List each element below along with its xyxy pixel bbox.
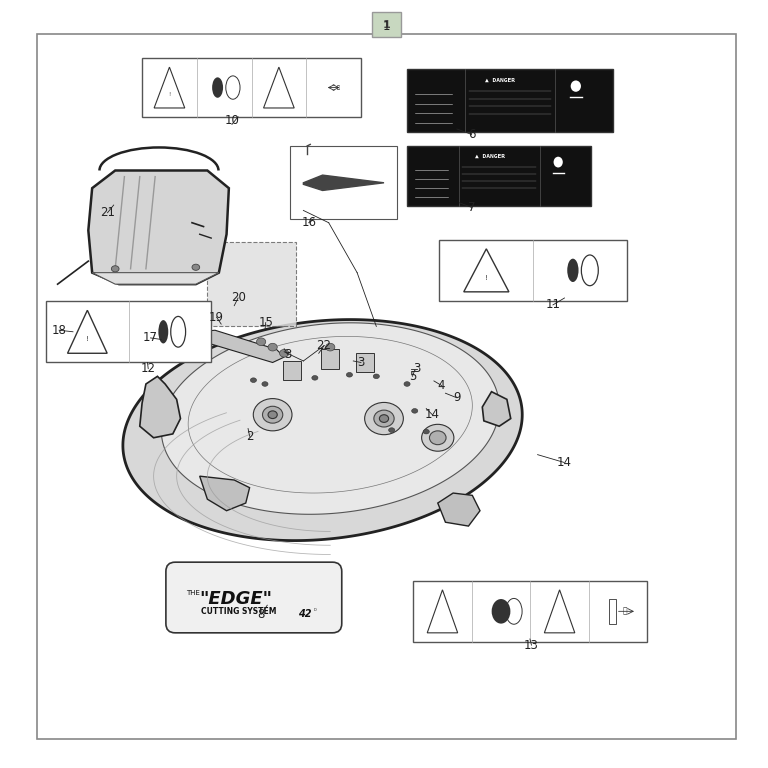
Bar <box>609 599 616 624</box>
Text: 17: 17 <box>143 332 158 344</box>
Ellipse shape <box>379 415 389 422</box>
Bar <box>407 146 591 206</box>
Text: 14: 14 <box>556 456 571 468</box>
Polygon shape <box>188 336 472 493</box>
Bar <box>407 69 613 132</box>
Polygon shape <box>482 392 511 426</box>
Ellipse shape <box>257 338 266 346</box>
Text: 6: 6 <box>468 128 475 141</box>
Text: 12: 12 <box>141 362 156 375</box>
Ellipse shape <box>212 78 223 98</box>
Ellipse shape <box>365 402 403 435</box>
Text: 4: 4 <box>438 379 445 392</box>
Ellipse shape <box>374 410 394 427</box>
Ellipse shape <box>253 399 292 431</box>
Polygon shape <box>161 323 499 515</box>
Text: !: ! <box>86 336 89 343</box>
Text: "EDGE": "EDGE" <box>200 590 273 608</box>
Text: ▲ DANGER: ▲ DANGER <box>485 78 515 83</box>
Ellipse shape <box>312 376 318 380</box>
Ellipse shape <box>404 382 410 386</box>
Ellipse shape <box>263 406 283 423</box>
Ellipse shape <box>280 349 289 357</box>
Ellipse shape <box>568 259 578 282</box>
Text: 1: 1 <box>382 19 390 30</box>
Ellipse shape <box>346 372 353 377</box>
Ellipse shape <box>268 343 277 351</box>
Bar <box>207 242 296 326</box>
Polygon shape <box>303 175 384 190</box>
Text: 3: 3 <box>284 349 292 361</box>
Text: CUTTING SYSTEM: CUTTING SYSTEM <box>201 607 276 616</box>
Text: 21: 21 <box>100 207 115 219</box>
Ellipse shape <box>571 81 581 92</box>
Polygon shape <box>200 476 250 511</box>
Text: 42: 42 <box>298 609 312 620</box>
Bar <box>413 581 647 642</box>
Bar <box>321 349 339 369</box>
Text: 14: 14 <box>425 409 440 421</box>
Text: ▲ DANGER: ▲ DANGER <box>475 154 505 159</box>
Text: 7: 7 <box>468 201 475 214</box>
Text: 5: 5 <box>409 370 416 382</box>
Text: ᴰ: ᴰ <box>313 609 316 614</box>
Ellipse shape <box>554 157 563 167</box>
Bar <box>283 361 301 380</box>
Ellipse shape <box>389 428 395 432</box>
Text: 𝗜: 𝗜 <box>623 607 627 616</box>
Text: 18: 18 <box>51 324 67 336</box>
Text: 20: 20 <box>230 292 246 304</box>
Bar <box>46 301 211 362</box>
Ellipse shape <box>268 411 277 419</box>
Text: 🚶: 🚶 <box>336 85 339 90</box>
Ellipse shape <box>373 374 379 379</box>
Ellipse shape <box>326 343 335 351</box>
Text: 1: 1 <box>382 20 390 32</box>
Ellipse shape <box>412 409 418 413</box>
Polygon shape <box>92 273 219 284</box>
Ellipse shape <box>192 264 200 270</box>
Bar <box>290 146 397 219</box>
Text: 19: 19 <box>209 311 224 323</box>
Polygon shape <box>169 330 284 362</box>
Polygon shape <box>140 376 180 438</box>
Ellipse shape <box>429 431 446 445</box>
Ellipse shape <box>250 378 257 382</box>
Ellipse shape <box>422 424 454 452</box>
Ellipse shape <box>262 382 268 386</box>
Text: 15: 15 <box>258 316 273 329</box>
Bar <box>372 12 401 37</box>
Bar <box>356 353 374 372</box>
Text: 11: 11 <box>545 299 561 311</box>
FancyBboxPatch shape <box>166 562 342 633</box>
Ellipse shape <box>423 429 429 434</box>
Text: 3: 3 <box>357 356 365 369</box>
Text: 3: 3 <box>413 362 421 375</box>
Bar <box>439 240 627 301</box>
Text: THE: THE <box>186 590 200 596</box>
Text: 22: 22 <box>316 339 332 352</box>
Text: 13: 13 <box>524 639 539 651</box>
Polygon shape <box>88 170 229 284</box>
Text: 10: 10 <box>224 114 240 127</box>
Text: 9: 9 <box>453 392 461 404</box>
Text: !: ! <box>485 275 488 281</box>
Text: 16: 16 <box>301 217 316 229</box>
Ellipse shape <box>492 599 511 624</box>
Ellipse shape <box>111 266 119 272</box>
Bar <box>142 58 361 117</box>
Polygon shape <box>438 493 480 526</box>
Polygon shape <box>123 319 522 541</box>
Text: 8: 8 <box>257 608 265 621</box>
Text: 2: 2 <box>246 430 253 442</box>
Text: !: ! <box>168 92 170 97</box>
Ellipse shape <box>158 320 168 343</box>
